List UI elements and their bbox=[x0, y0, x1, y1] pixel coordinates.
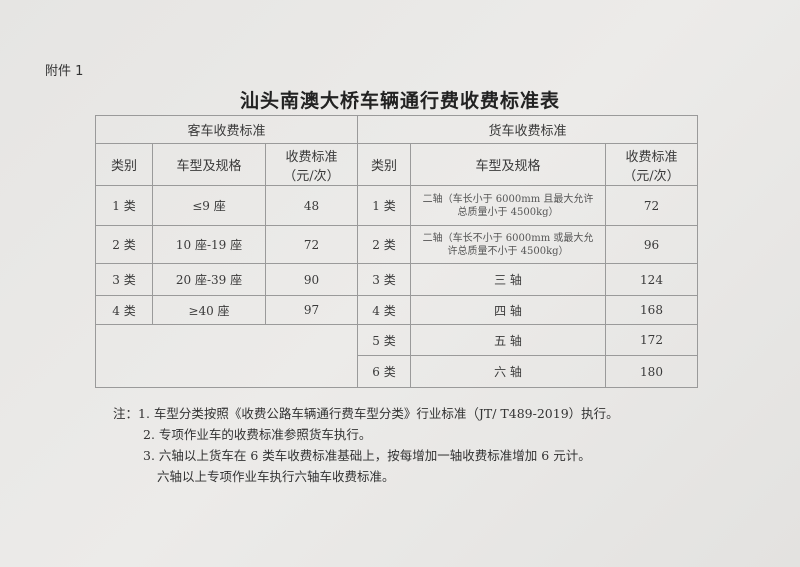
cell: 168 bbox=[605, 295, 698, 325]
cell: 二轴（车长不小于 6000mm 或最大允许总质量不小于 4500kg） bbox=[410, 225, 606, 264]
header-type: 车型及规格 bbox=[152, 143, 266, 186]
fee-table: 客车收费标准 货车收费标准 类别 车型及规格 收费标准 （元/次） 类别 车型及… bbox=[95, 115, 698, 388]
header-type: 车型及规格 bbox=[410, 143, 606, 186]
cell: 6 类 bbox=[357, 355, 411, 388]
cell: 2 类 bbox=[357, 225, 411, 264]
cell: 172 bbox=[605, 324, 698, 356]
notes: 注：1. 车型分类按照《收费公路车辆通行费车型分类》行业标准（JT/ T489-… bbox=[113, 403, 619, 487]
passenger-heading: 客车收费标准 bbox=[95, 115, 358, 144]
cell: 10 座-19 座 bbox=[152, 225, 266, 264]
cell: ≥40 座 bbox=[152, 295, 266, 325]
table-row: 6 类 六 轴 180 bbox=[96, 355, 698, 388]
note-3-cont: 六轴以上专项作业车执行六轴车收费标准。 bbox=[157, 469, 395, 484]
cell: 二轴（车长小于 6000mm 且最大允许总质量小于 4500kg） bbox=[410, 185, 606, 226]
header-fee: 收费标准 （元/次） bbox=[605, 143, 698, 186]
cell: 3 类 bbox=[357, 263, 411, 296]
note-2: 2. 专项作业车的收费标准参照货车执行。 bbox=[143, 427, 372, 442]
cell: 124 bbox=[605, 263, 698, 296]
cell: 四 轴 bbox=[410, 295, 606, 325]
cell: 2 类 bbox=[95, 225, 153, 264]
header-class: 类别 bbox=[95, 143, 153, 186]
cell: 20 座-39 座 bbox=[152, 263, 266, 296]
cell: 4 类 bbox=[95, 295, 153, 325]
cell: ≤9 座 bbox=[152, 185, 266, 226]
table-row: 3 类 20 座-39 座 90 3 类 三 轴 124 bbox=[95, 263, 698, 296]
note-3: 3. 六轴以上货车在 6 类车收费标准基础上，按每增加一轴收费标准增加 6 元计… bbox=[143, 448, 591, 463]
table-row: 5 类 五 轴 172 bbox=[95, 324, 698, 388]
truck-heading: 货车收费标准 bbox=[357, 115, 698, 144]
table-row: 2 类 10 座-19 座 72 2 类 二轴（车长不小于 6000mm 或最大… bbox=[95, 225, 698, 264]
cell: 97 bbox=[265, 295, 358, 325]
cell: 五 轴 bbox=[410, 324, 606, 356]
cell: 180 bbox=[605, 355, 698, 388]
empty-cell bbox=[95, 324, 358, 388]
cell: 1 类 bbox=[357, 185, 411, 226]
cell: 72 bbox=[605, 185, 698, 226]
cell: 4 类 bbox=[357, 295, 411, 325]
cell: 六 轴 bbox=[410, 355, 606, 388]
cell: 3 类 bbox=[95, 263, 153, 296]
cell: 1 类 bbox=[95, 185, 153, 226]
note-1: 注：1. 车型分类按照《收费公路车辆通行费车型分类》行业标准（JT/ T489-… bbox=[113, 406, 619, 421]
cell: 90 bbox=[265, 263, 358, 296]
header-fee: 收费标准 （元/次） bbox=[265, 143, 358, 186]
table-row: 1 类 ≤9 座 48 1 类 二轴（车长小于 6000mm 且最大允许总质量小… bbox=[95, 185, 698, 226]
cell: 5 类 bbox=[357, 324, 411, 356]
cell: 三 轴 bbox=[410, 263, 606, 296]
attachment-label: 附件 1 bbox=[45, 64, 84, 79]
table-row: 4 类 ≥40 座 97 4 类 四 轴 168 bbox=[95, 295, 698, 325]
cell: 96 bbox=[605, 225, 698, 264]
cell: 72 bbox=[265, 225, 358, 264]
cell: 48 bbox=[265, 185, 358, 226]
document-title: 汕头南澳大桥车辆通行费收费标准表 bbox=[239, 90, 560, 112]
header-class: 类别 bbox=[357, 143, 411, 186]
